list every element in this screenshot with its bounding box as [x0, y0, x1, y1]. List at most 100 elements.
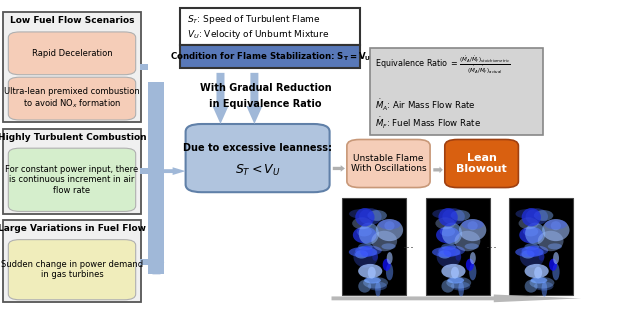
Text: $\dot{M}_A$: Air Mass Flow Rate: $\dot{M}_A$: Air Mass Flow Rate	[375, 98, 476, 113]
Polygon shape	[212, 73, 228, 124]
Ellipse shape	[459, 219, 486, 241]
Ellipse shape	[469, 263, 476, 280]
FancyBboxPatch shape	[8, 240, 136, 300]
Ellipse shape	[468, 221, 477, 230]
Text: For constant power input, there
is continuous increment in air
flow rate: For constant power input, there is conti…	[5, 165, 139, 195]
Text: $S_T < V_U$: $S_T < V_U$	[235, 163, 280, 178]
Ellipse shape	[466, 259, 474, 271]
Ellipse shape	[371, 231, 397, 251]
Text: Due to excessive leanness:: Due to excessive leanness:	[183, 143, 332, 153]
Text: Rapid Deceleration: Rapid Deceleration	[32, 49, 112, 58]
Ellipse shape	[515, 209, 539, 219]
Ellipse shape	[355, 250, 368, 259]
Ellipse shape	[542, 219, 570, 241]
Ellipse shape	[447, 277, 464, 284]
Ellipse shape	[523, 227, 538, 237]
Ellipse shape	[520, 246, 545, 268]
Text: ...: ...	[486, 238, 497, 251]
Ellipse shape	[451, 267, 459, 279]
FancyBboxPatch shape	[347, 140, 430, 188]
Text: $V_U$: Velocity of Unburnt Mixture: $V_U$: Velocity of Unburnt Mixture	[187, 28, 330, 41]
Ellipse shape	[349, 209, 372, 219]
Ellipse shape	[534, 282, 554, 290]
Ellipse shape	[436, 246, 461, 268]
FancyBboxPatch shape	[8, 77, 136, 120]
Polygon shape	[148, 167, 186, 175]
Ellipse shape	[552, 263, 559, 280]
Bar	[3, 220, 141, 302]
Bar	[3, 12, 141, 122]
Polygon shape	[333, 165, 345, 172]
Bar	[140, 64, 148, 70]
Ellipse shape	[451, 282, 470, 290]
Ellipse shape	[432, 247, 460, 257]
Ellipse shape	[518, 217, 538, 229]
Ellipse shape	[359, 208, 381, 225]
Bar	[140, 259, 148, 265]
Ellipse shape	[549, 259, 557, 271]
Ellipse shape	[522, 208, 541, 226]
Ellipse shape	[360, 246, 372, 257]
Ellipse shape	[358, 243, 372, 250]
Ellipse shape	[525, 208, 548, 225]
Text: Low Fuel Flow Scenarios: Low Fuel Flow Scenarios	[10, 16, 134, 25]
Polygon shape	[148, 256, 164, 274]
Polygon shape	[246, 73, 262, 124]
Ellipse shape	[358, 223, 379, 245]
Ellipse shape	[545, 219, 567, 229]
Ellipse shape	[515, 247, 543, 257]
Text: $S_T$: Speed of Turbulent Flame: $S_T$: Speed of Turbulent Flame	[187, 13, 321, 26]
Ellipse shape	[529, 277, 554, 289]
Ellipse shape	[440, 227, 455, 237]
Text: Large Variations in Fuel Flow: Large Variations in Fuel Flow	[0, 224, 146, 233]
Text: Condition for Flame Stabilization: $\mathbf{S_T = V_U}$: Condition for Flame Stabilization: $\mat…	[170, 50, 371, 63]
FancyBboxPatch shape	[186, 124, 330, 192]
Ellipse shape	[375, 281, 381, 297]
Ellipse shape	[352, 217, 372, 229]
Ellipse shape	[349, 247, 377, 257]
Ellipse shape	[378, 219, 401, 229]
Ellipse shape	[442, 280, 454, 293]
Ellipse shape	[386, 263, 393, 280]
Ellipse shape	[527, 246, 539, 257]
Ellipse shape	[465, 243, 479, 250]
Ellipse shape	[438, 250, 451, 259]
Ellipse shape	[522, 246, 548, 256]
Bar	[509, 198, 573, 294]
Ellipse shape	[367, 210, 387, 221]
Ellipse shape	[355, 246, 382, 256]
Ellipse shape	[438, 208, 458, 226]
Ellipse shape	[376, 219, 403, 241]
Ellipse shape	[387, 252, 392, 264]
Ellipse shape	[534, 210, 554, 221]
Ellipse shape	[541, 281, 547, 297]
Ellipse shape	[539, 253, 545, 261]
Text: Highly Turbulent Combustion: Highly Turbulent Combustion	[0, 133, 147, 142]
Ellipse shape	[531, 277, 547, 284]
Ellipse shape	[364, 277, 381, 284]
Ellipse shape	[442, 223, 462, 245]
Ellipse shape	[454, 231, 481, 251]
Bar	[140, 168, 148, 174]
Ellipse shape	[356, 227, 372, 237]
Ellipse shape	[444, 246, 456, 257]
Ellipse shape	[358, 280, 371, 293]
Ellipse shape	[367, 282, 387, 290]
Ellipse shape	[441, 243, 456, 250]
Ellipse shape	[525, 223, 545, 245]
Text: ...: ...	[403, 238, 414, 251]
Ellipse shape	[438, 246, 465, 256]
Text: Lean
Blowout: Lean Blowout	[456, 153, 507, 174]
Text: in Equivalence Ratio: in Equivalence Ratio	[209, 99, 322, 109]
Ellipse shape	[363, 277, 388, 289]
Ellipse shape	[368, 267, 376, 279]
Text: Equivalence Ratio $= \frac{(\dot{M}_A/\dot{M}_F)_{stoichiometric}}{(\dot{M}_A/\d: Equivalence Ratio $= \frac{(\dot{M}_A/\d…	[375, 54, 511, 76]
Ellipse shape	[538, 231, 564, 251]
Ellipse shape	[458, 281, 464, 297]
Ellipse shape	[525, 280, 538, 293]
Ellipse shape	[381, 243, 396, 250]
Polygon shape	[332, 294, 581, 302]
Ellipse shape	[461, 219, 484, 229]
Ellipse shape	[442, 208, 465, 225]
Ellipse shape	[553, 252, 559, 264]
